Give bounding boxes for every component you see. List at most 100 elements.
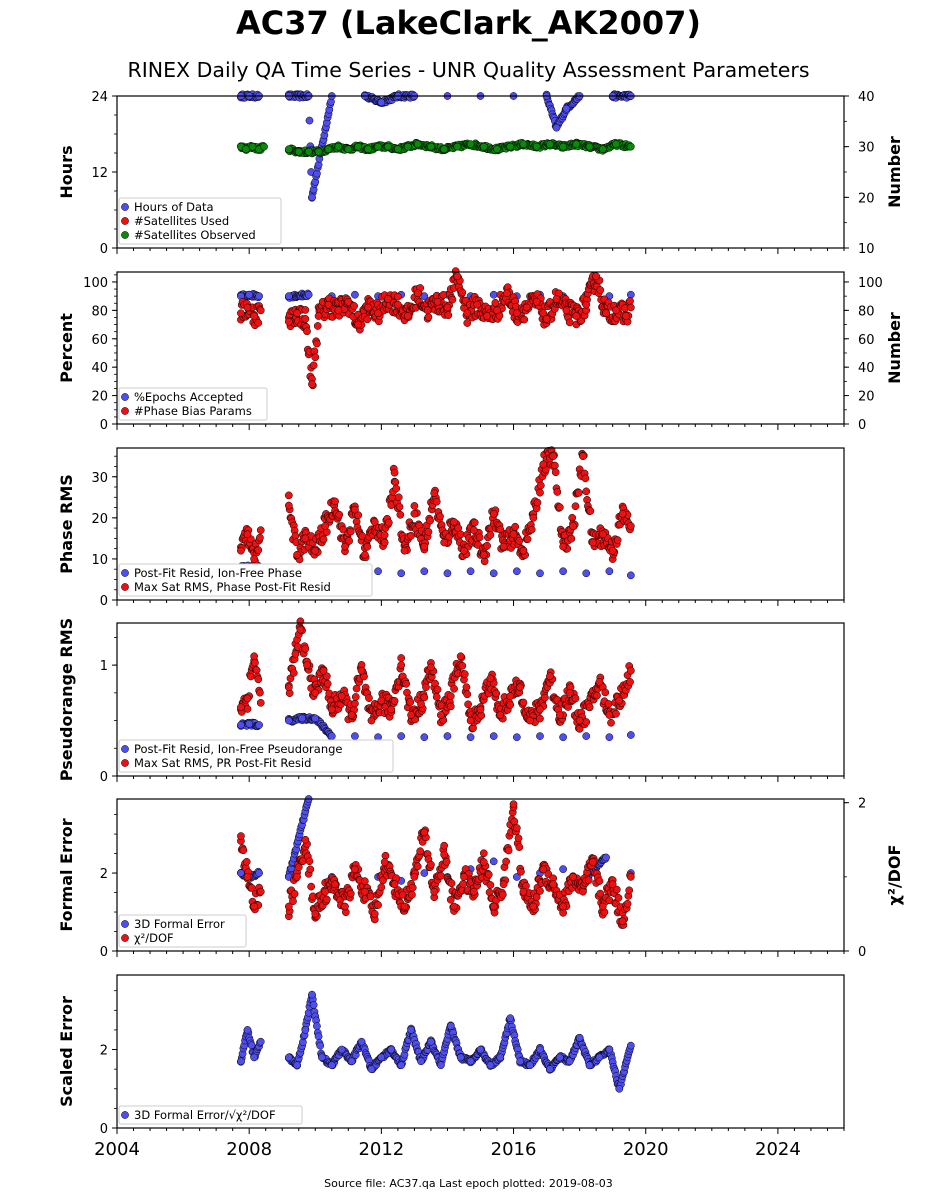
data-point-filler (491, 298, 500, 307)
data-point (370, 910, 379, 918)
data-point (542, 315, 551, 323)
data-point-filler (420, 693, 429, 702)
data-point-filler (513, 824, 521, 832)
data-point (293, 1061, 301, 1070)
data-point (245, 290, 254, 299)
data-point (321, 522, 330, 530)
data-point-filler (515, 843, 524, 852)
phase-rms-panel: 0 10 20 30 Phase RMS Post-Fit Resid, Ion-Free… (57, 446, 845, 609)
data-point (420, 828, 429, 837)
data-point-filler (251, 658, 259, 667)
data-point (602, 853, 610, 862)
data-point (301, 534, 310, 543)
data-point (321, 887, 330, 896)
data-point-filler (553, 488, 562, 496)
data-point (460, 546, 468, 555)
y-tick-label: 30 (91, 471, 108, 486)
y-tick-label: 1 (100, 659, 108, 674)
data-point (377, 696, 386, 705)
data-point (506, 1014, 515, 1023)
legend-entry: %Epochs Accepted (134, 390, 243, 404)
source-footnote: Source file: AC37.qa Last epoch plotted:… (324, 1177, 613, 1190)
data-point (509, 800, 518, 809)
data-point (546, 1065, 554, 1074)
data-point-filler (350, 302, 358, 310)
data-point (308, 380, 316, 389)
data-point (237, 546, 245, 555)
data-point (470, 526, 478, 535)
data-point (324, 145, 333, 154)
data-point-filler (480, 557, 489, 566)
x-tick-label: 2004 (94, 1139, 140, 1160)
legend-marker (121, 393, 129, 401)
y-tick-label: 0 (100, 594, 108, 609)
y2-tick-label: 20 (858, 390, 875, 405)
data-point-filler (306, 865, 315, 874)
data-point-filler (582, 718, 591, 726)
percent-panel: 0 20 40 60 80 100 0 20 40 60 80 100 Percent Number %Ep… (57, 267, 904, 433)
data-point (513, 733, 521, 742)
data-point (433, 297, 442, 306)
data-point-filler (363, 315, 372, 324)
data-point (595, 677, 604, 686)
data-point (536, 1045, 544, 1054)
data-point-filler (396, 510, 405, 519)
data-point-filler (596, 286, 605, 294)
data-point-filler (316, 1041, 325, 1050)
data-point-filler (625, 886, 634, 895)
data-point-filler (483, 541, 491, 550)
data-point-filler (346, 527, 355, 536)
data-point (627, 290, 635, 299)
legend-entry: #Phase Bias Params (134, 404, 252, 418)
data-point-filler (448, 295, 457, 304)
data-point (243, 1026, 252, 1034)
data-point-filler (604, 700, 613, 708)
data-point (384, 295, 392, 303)
data-point (559, 567, 567, 576)
data-point (284, 902, 293, 911)
data-point (605, 711, 614, 719)
data-point (430, 489, 439, 498)
data-point (331, 497, 339, 506)
data-point (546, 672, 554, 681)
data-point (466, 1057, 475, 1066)
data-point-filler (450, 684, 458, 693)
pseudorange-rms-panel: 0 1 Pseudorange RMS Post-Fit Resid, Ion-Fre… (57, 617, 845, 785)
data-point (605, 567, 614, 576)
data-point-filler (407, 531, 415, 540)
data-point (559, 733, 567, 742)
legend-entry: Hours of Data (134, 200, 214, 214)
data-point-filler (322, 895, 331, 904)
data-point (427, 142, 435, 151)
y-tick-label: 100 (83, 276, 108, 291)
legend-entry: Post-Fit Resid, Ion-Free Phase (134, 566, 302, 580)
data-point (483, 312, 491, 320)
data-point (384, 142, 392, 151)
data-point-filler (626, 297, 634, 305)
data-point (237, 309, 245, 318)
data-point (293, 550, 301, 559)
y2-tick-label: 2 (858, 797, 866, 812)
legend-box (118, 387, 268, 421)
data-point (466, 733, 475, 742)
data-point-filler (574, 489, 583, 497)
data-point (602, 309, 610, 318)
data-point-filler (303, 327, 311, 336)
data-point (536, 569, 544, 578)
data-point-filler (581, 474, 590, 483)
data-point-filler (433, 685, 442, 694)
y2-tick-label: 0 (858, 945, 866, 960)
data-point (250, 1053, 258, 1062)
data-point (337, 1045, 346, 1054)
data-point (347, 1057, 356, 1066)
data-point-filler (484, 870, 493, 879)
data-point-filler (256, 533, 264, 542)
data-point-filler (242, 857, 251, 866)
legend-marker (121, 569, 129, 577)
data-point-filler (377, 883, 386, 892)
y-axis-label: Formal Error (57, 818, 76, 931)
data-point (387, 705, 396, 714)
data-point (250, 902, 258, 911)
legend-box (118, 197, 282, 245)
